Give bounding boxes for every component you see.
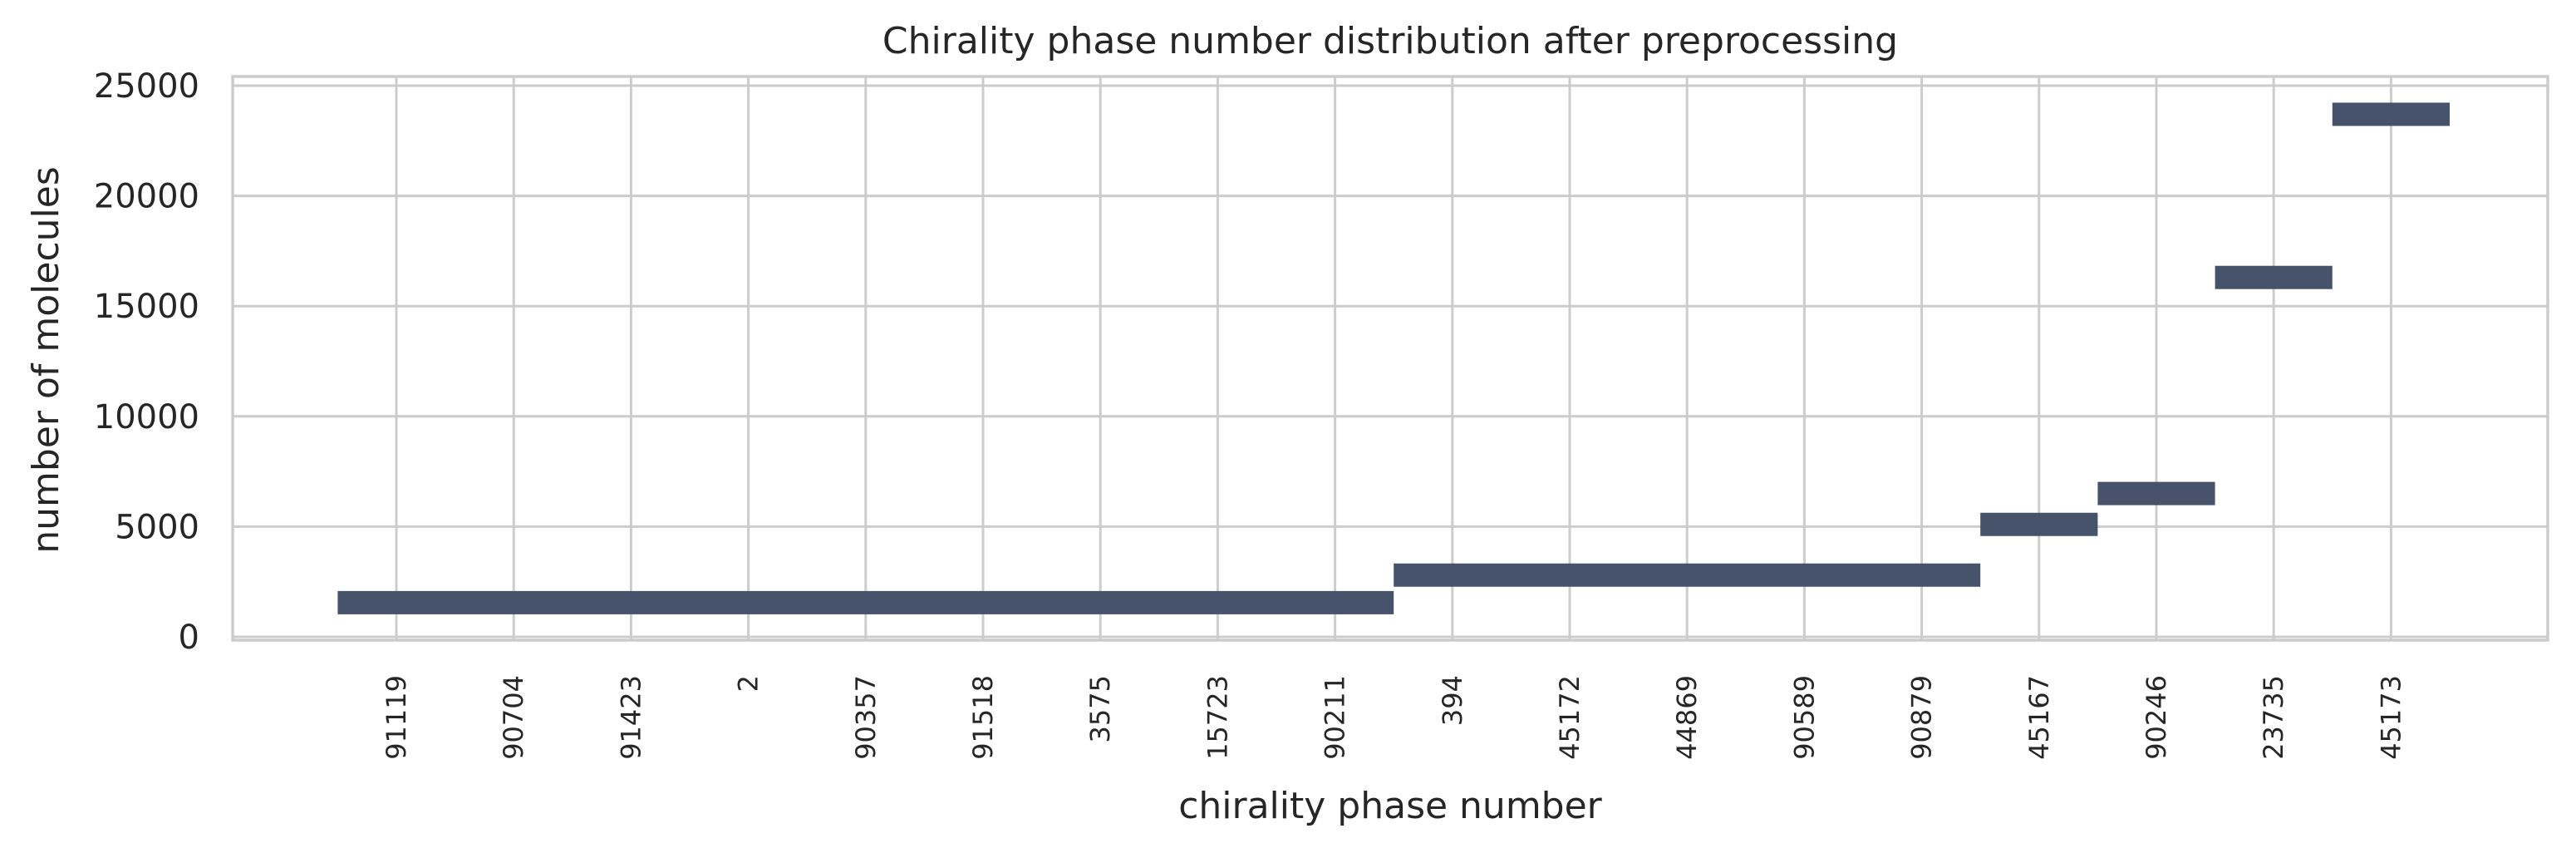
y-axis-label: number of molecules bbox=[25, 166, 67, 553]
x-tick-label: 15723 bbox=[1202, 675, 1233, 760]
x-tick-label: 394 bbox=[1437, 675, 1468, 726]
x-tick-label: 2 bbox=[733, 675, 764, 692]
y-tick-labels: 0 5000 10000 15000 20000 25000 bbox=[94, 67, 199, 657]
y-tick-label: 0 bbox=[179, 619, 199, 657]
x-tick-label: 45173 bbox=[2375, 675, 2406, 760]
x-tick-label: 91518 bbox=[967, 675, 999, 760]
y-tick-label: 15000 bbox=[94, 288, 199, 326]
x-tick-label: 23735 bbox=[2258, 675, 2289, 760]
x-tick-label: 91423 bbox=[615, 675, 646, 760]
chart-title: Chirality phase number distribution afte… bbox=[882, 20, 1898, 62]
x-tick-label: 90246 bbox=[2141, 675, 2172, 760]
grid bbox=[233, 76, 2548, 640]
bar-1 bbox=[1394, 563, 1981, 587]
x-tick-label: 90357 bbox=[850, 675, 882, 760]
x-tick-label: 91119 bbox=[381, 675, 412, 760]
y-tick-label: 10000 bbox=[94, 398, 199, 436]
x-tick-label: 90589 bbox=[1788, 675, 1820, 760]
bar-0 bbox=[337, 590, 1394, 614]
x-tick-label: 44869 bbox=[1671, 675, 1703, 760]
plot-frame bbox=[231, 75, 2549, 642]
x-tick-label: 90704 bbox=[498, 675, 529, 760]
x-tick-label: 90879 bbox=[1906, 675, 1938, 760]
y-tick-label: 25000 bbox=[94, 67, 199, 106]
bar-3 bbox=[2097, 481, 2215, 505]
bars bbox=[337, 102, 2450, 614]
bar-4 bbox=[2215, 265, 2333, 289]
x-tick-label: 45172 bbox=[1554, 675, 1585, 760]
x-tick-labels: 91119 90704 91423 2 90357 91518 3575 15723 90211… bbox=[381, 675, 2406, 760]
y-tick-label: 20000 bbox=[94, 178, 199, 216]
y-tick-label: 5000 bbox=[115, 508, 199, 546]
bar-5 bbox=[2332, 102, 2450, 126]
bar-2 bbox=[1980, 512, 2098, 536]
x-tick-label: 90211 bbox=[1320, 675, 1351, 760]
x-tick-label: 45167 bbox=[2023, 675, 2055, 760]
x-tick-label: 3575 bbox=[1084, 675, 1116, 742]
x-axis-label: chirality phase number bbox=[1178, 785, 1602, 827]
